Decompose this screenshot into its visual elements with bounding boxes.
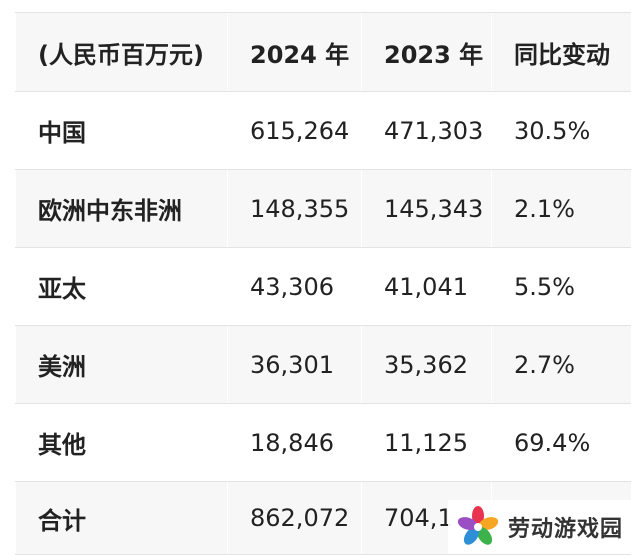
logo-petal (472, 506, 484, 526)
table-row: 中国 615,264 471,303 30.5% (15, 91, 631, 170)
header-2024: 2024 年 (227, 12, 362, 92)
cell-2024: 862,072 (227, 481, 362, 555)
cell-region: 欧洲中东非洲 (15, 169, 228, 248)
table-row: 欧洲中东非洲 148,355 145,343 2.1% (15, 169, 631, 248)
cell-2024: 43,306 (227, 247, 362, 326)
cell-2023: 11,125 (361, 403, 492, 482)
table-header-row: (人民币百万元) 2024 年 2023 年 同比变动 (15, 12, 631, 92)
cell-yoy: 2.7% (491, 325, 631, 404)
cell-region: 美洲 (15, 325, 228, 404)
pinwheel-logo-icon (457, 506, 499, 545)
cell-region: 其他 (15, 403, 228, 482)
cell-region: 亚太 (15, 247, 228, 326)
table-row: 亚太 43,306 41,041 5.5% (15, 247, 631, 326)
header-yoy: 同比变动 (491, 12, 631, 92)
header-region: (人民币百万元) (15, 12, 228, 92)
logo-petal (478, 517, 499, 531)
watermark-text: 劳动游戏园 (508, 516, 624, 542)
cell-yoy: 30.5% (491, 91, 631, 170)
cell-yoy: 69.4% (491, 403, 631, 482)
cell-2024: 148,355 (227, 169, 362, 248)
table-row: 其他 18,846 11,125 69.4% (15, 403, 631, 482)
logo-petal (457, 517, 478, 531)
cell-2023: 35,362 (361, 325, 492, 404)
header-2023: 2023 年 (361, 12, 492, 92)
cell-yoy: 2.1% (491, 169, 631, 248)
cell-yoy: 5.5% (491, 247, 631, 326)
cell-2024: 36,301 (227, 325, 362, 404)
logo-petal (463, 527, 480, 545)
table-row: 美洲 36,301 35,362 2.7% (15, 325, 631, 404)
watermark: 劳动游戏园 (448, 500, 640, 554)
cell-2023: 41,041 (361, 247, 492, 326)
cell-2024: 18,846 (227, 403, 362, 482)
cell-region: 中国 (15, 91, 228, 170)
cell-2023: 471,303 (361, 91, 492, 170)
cell-2024: 615,264 (227, 91, 362, 170)
cell-region: 合计 (15, 481, 228, 555)
logo-petal (476, 527, 493, 545)
cell-2023: 145,343 (361, 169, 492, 248)
regional-revenue-table: (人民币百万元) 2024 年 2023 年 同比变动 中国 615,264 4… (15, 12, 631, 555)
